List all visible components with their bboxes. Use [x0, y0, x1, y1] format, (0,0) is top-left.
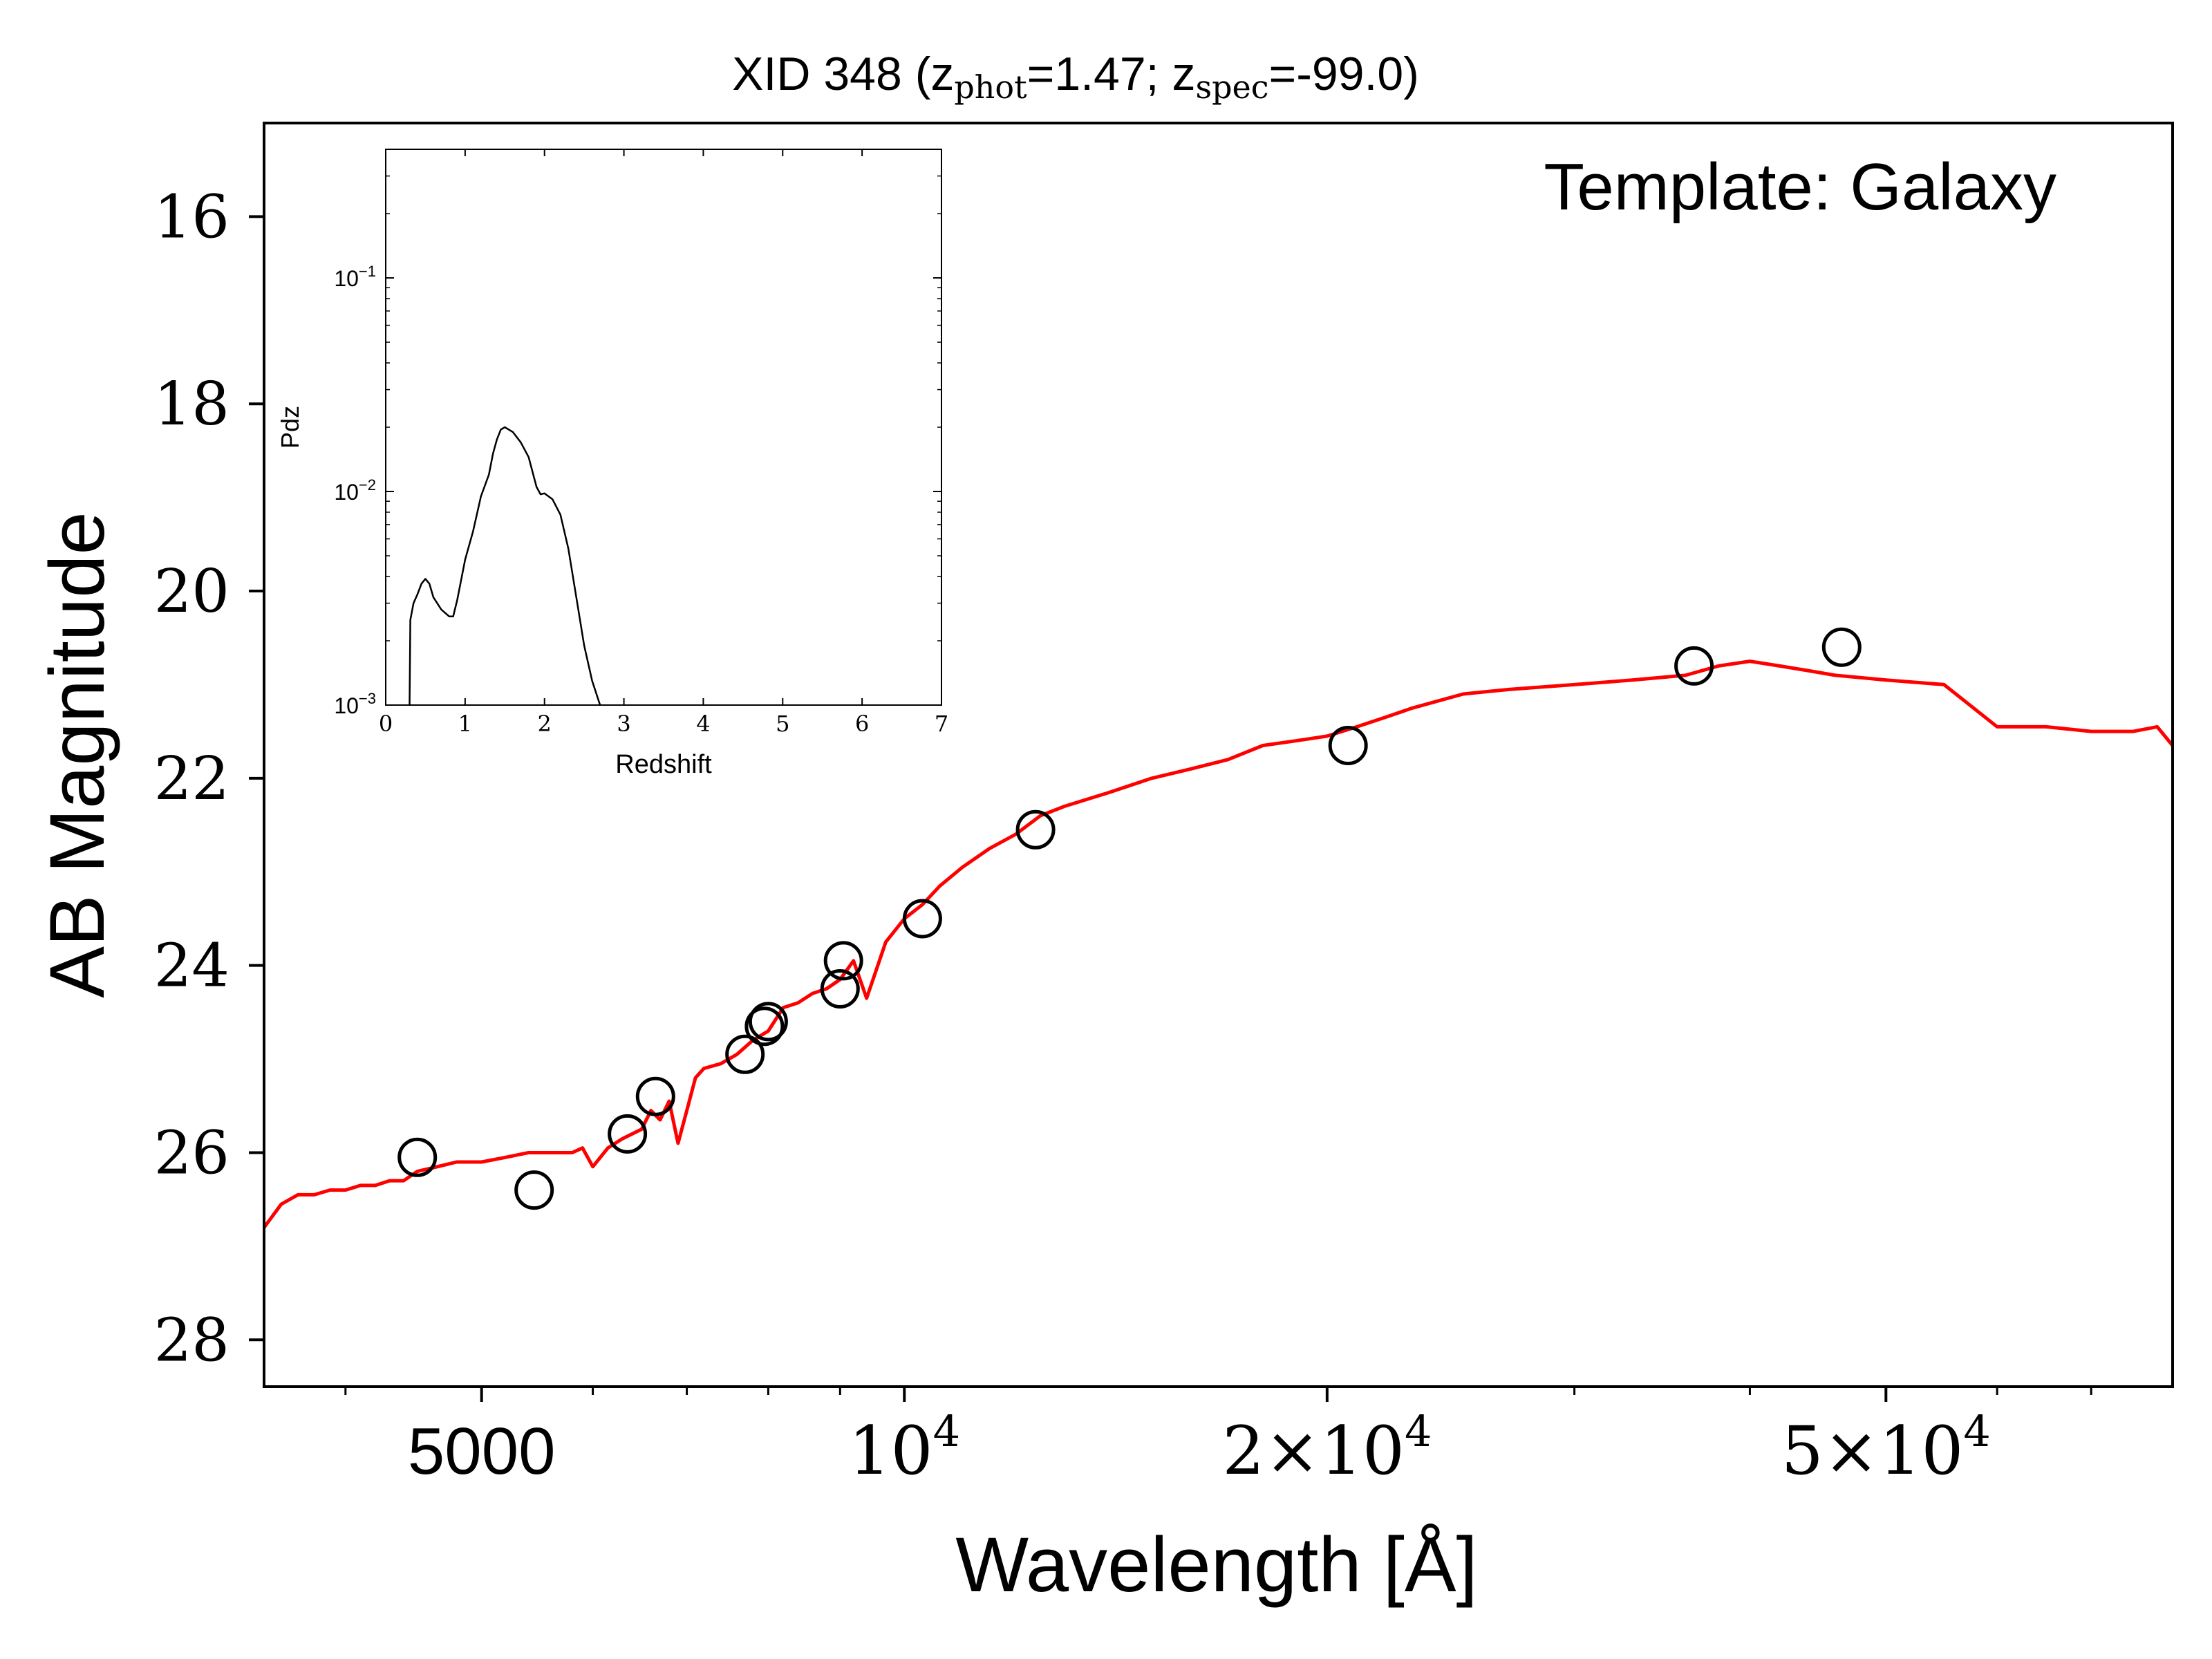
- y-tick-label: 24: [154, 932, 229, 1001]
- photometry-point: [1328, 726, 1368, 765]
- model-spectrum-line: [262, 659, 2174, 1229]
- inset-x-tick-label: 0: [379, 711, 393, 737]
- photometry-point: [514, 1170, 554, 1210]
- y-tick-label: 20: [154, 557, 229, 626]
- inset-x-tick-label: 7: [935, 711, 948, 737]
- photometry-point: [748, 1002, 788, 1042]
- photometry-point: [744, 1006, 785, 1047]
- chart-title: XID 348 (zphot=1.47; zspec=-99.0): [732, 48, 1419, 106]
- title-zphot-sub: phot: [954, 68, 1027, 106]
- inset-x-tick-label: 4: [696, 711, 710, 737]
- photometry-point: [608, 1114, 648, 1154]
- template-annotation: Template: Galaxy: [1544, 150, 2056, 224]
- inset-plot-ticks: 0 1 2 3 4 5 6 7 10−3 10−2 10−1: [334, 149, 948, 737]
- photometry-point: [1674, 646, 1714, 686]
- inset-background: [386, 149, 941, 705]
- pdz-curve: [409, 426, 601, 706]
- photometry-point: [635, 1076, 675, 1116]
- main-plot-frame: [263, 122, 2174, 1388]
- inset-x-tick-label: 6: [855, 711, 869, 737]
- photometry-point: [820, 969, 860, 1009]
- inset-plot-series: [409, 426, 601, 706]
- y-tick-label: 26: [154, 1118, 229, 1188]
- x-tick-label: 104: [848, 1406, 960, 1490]
- inset-y-tick-label: 10−2: [334, 476, 376, 505]
- y-tick-label: 16: [154, 182, 229, 252]
- title-prefix: XID 348 (: [732, 48, 931, 100]
- x-axis-label: Wavelength [Å]: [955, 1521, 1477, 1608]
- photometry-point: [902, 899, 942, 939]
- title-zphot-value: =1.47;: [1027, 48, 1172, 100]
- y-tick-label: 18: [154, 370, 229, 439]
- inset-x-tick-label: 2: [538, 711, 552, 737]
- inset-plot-frame: [385, 149, 942, 706]
- inset-y-tick-label: 10−3: [334, 690, 376, 718]
- photometry-point: [397, 1137, 438, 1177]
- inset-x-axis-label: Redshift: [615, 750, 712, 779]
- title-zspec-var: z: [1172, 48, 1195, 100]
- main-plot-series: [262, 627, 2174, 1229]
- inset-x-tick-label: 1: [458, 711, 472, 737]
- x-tick-label: 5×104: [1781, 1406, 1991, 1490]
- title-zspec-value: =-99.0): [1269, 48, 1419, 100]
- y-axis-label: AB Magnitude: [34, 512, 120, 998]
- inset-y-tick-label: 10−1: [334, 263, 376, 291]
- inset-y-axis-label: Pdz: [276, 406, 304, 449]
- inset-x-tick-label: 5: [776, 711, 789, 737]
- title-zphot-var: z: [930, 48, 954, 100]
- inset-x-tick-label: 3: [617, 711, 630, 737]
- x-tick-label: 5000: [408, 1414, 556, 1488]
- y-tick-label: 22: [154, 744, 229, 814]
- photometry-point: [823, 941, 863, 981]
- photometry-point: [1821, 627, 1862, 667]
- photometry-point: [725, 1034, 765, 1074]
- x-tick-label: 2×104: [1222, 1406, 1432, 1490]
- y-tick-label: 28: [154, 1306, 229, 1375]
- title-zspec-sub: spec: [1195, 68, 1268, 106]
- photometry-point: [1015, 809, 1056, 850]
